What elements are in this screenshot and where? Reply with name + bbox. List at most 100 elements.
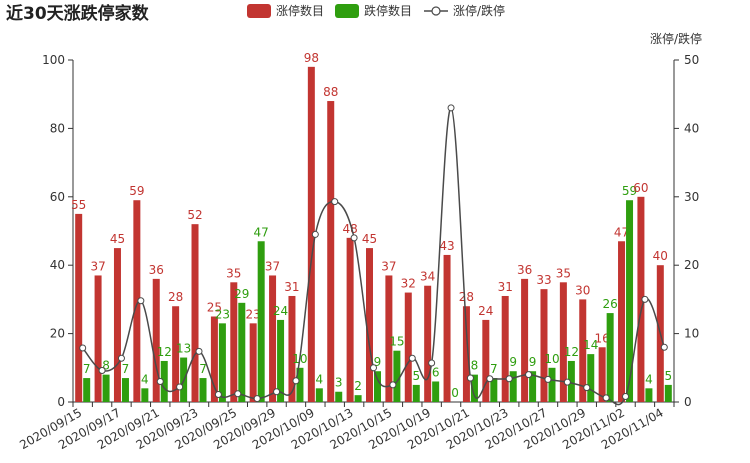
limit-up-bar xyxy=(152,278,160,402)
limit-up-value-label: 36 xyxy=(517,263,532,277)
legend-swatch-marker xyxy=(431,6,441,16)
limit-down-value-label: 7 xyxy=(199,362,207,376)
limit-up-value-label: 33 xyxy=(536,273,551,287)
limit-down-bar xyxy=(548,367,556,402)
legend-item-2: 涨停/跌停 xyxy=(424,3,505,18)
y-left-tick-label: 100 xyxy=(42,53,65,67)
limit-down-bar xyxy=(199,378,207,402)
y-left-tick-label: 20 xyxy=(50,327,65,341)
limit-up-bar xyxy=(443,254,451,402)
ratio-point xyxy=(660,343,668,351)
limit-up-bar xyxy=(210,316,218,402)
limit-down-value-label: 3 xyxy=(335,376,343,390)
limit-down-bar xyxy=(238,302,246,402)
limit-up-bar xyxy=(424,285,432,402)
ratio-point xyxy=(408,354,416,362)
limit-down-bar xyxy=(470,374,478,402)
limit-up-value-label: 59 xyxy=(129,184,144,198)
limit-up-value-label: 55 xyxy=(71,198,86,212)
ratio-point xyxy=(486,375,494,383)
limit-up-bar xyxy=(346,237,354,402)
limit-up-value-label: 40 xyxy=(653,249,668,263)
y-right-axis-label: 涨停/跌停 xyxy=(650,31,702,46)
limit-up-bar xyxy=(559,282,567,402)
limit-up-bar xyxy=(269,275,277,402)
ratio-point xyxy=(214,390,222,398)
ratio-point xyxy=(583,384,591,392)
limit-down-bar xyxy=(277,319,285,402)
limit-up-bar xyxy=(521,278,529,402)
limit-down-bar xyxy=(160,360,168,402)
limit-up-bar xyxy=(385,275,393,402)
limit-up-value-label: 43 xyxy=(439,239,454,253)
limit-up-value-label: 31 xyxy=(284,280,299,294)
limit-up-value-label: 35 xyxy=(556,266,571,280)
limit-down-bar xyxy=(626,200,634,402)
legend-item-0: 涨停数目 xyxy=(247,3,324,18)
ratio-point xyxy=(370,364,377,372)
limit-up-value-label: 37 xyxy=(381,259,396,273)
limit-up-value-label: 34 xyxy=(420,270,435,284)
limit-up-bar xyxy=(75,213,83,402)
limit-down-bar xyxy=(121,378,129,402)
limit-down-bar xyxy=(529,371,537,402)
limit-down-value-label: 10 xyxy=(544,352,559,366)
limit-up-value-label: 88 xyxy=(323,85,338,99)
limit-down-bar xyxy=(567,360,575,402)
limit-down-value-label: 15 xyxy=(389,335,404,349)
limit-up-bar xyxy=(579,299,587,402)
limit-up-value-label: 37 xyxy=(265,259,280,273)
limit-up-bar xyxy=(404,292,412,402)
limit-down-value-label: 6 xyxy=(432,365,440,379)
ratio-point xyxy=(525,371,533,379)
ratio-point xyxy=(98,367,106,375)
limit-up-bar xyxy=(637,196,645,402)
limit-down-bar xyxy=(257,241,265,402)
limit-up-bar xyxy=(94,275,102,402)
ratio-point xyxy=(234,390,242,398)
limit-up-bar xyxy=(598,347,606,402)
limit-down-value-label: 47 xyxy=(254,225,269,239)
limit-down-value-label: 9 xyxy=(529,355,537,369)
limit-up-value-label: 31 xyxy=(498,280,513,294)
limit-down-bar xyxy=(664,384,672,402)
limit-down-bar xyxy=(412,384,420,402)
y-right-tick-label: 0 xyxy=(684,395,692,409)
limit-up-value-label: 45 xyxy=(110,232,125,246)
limit-up-value-label: 37 xyxy=(90,259,105,273)
limit-down-value-label: 4 xyxy=(316,372,324,386)
legend-label: 涨停/跌停 xyxy=(453,3,505,18)
limit-down-bar xyxy=(393,350,401,402)
limit-up-value-label: 36 xyxy=(149,263,164,277)
legend-swatch xyxy=(335,4,359,18)
limit-down-value-label: 13 xyxy=(176,342,191,356)
ratio-point xyxy=(350,234,358,242)
limit-down-value-label: 4 xyxy=(141,372,149,386)
y-right-tick-label: 20 xyxy=(684,258,699,272)
limit-down-value-label: 8 xyxy=(471,359,479,373)
limit-up-bar xyxy=(366,248,373,402)
limit-up-value-label: 52 xyxy=(187,208,202,222)
limit-up-value-label: 30 xyxy=(575,283,590,297)
y-right-tick-label: 30 xyxy=(684,190,699,204)
ratio-point xyxy=(253,395,261,403)
limit-down-value-label: 26 xyxy=(603,297,618,311)
ratio-point xyxy=(79,344,87,352)
limit-up-value-label: 28 xyxy=(459,290,474,304)
ratio-point xyxy=(117,354,125,362)
legend-swatch xyxy=(247,4,271,18)
limit-down-value-label: 9 xyxy=(374,355,382,369)
limit-down-value-label: 7 xyxy=(83,362,91,376)
limit-down-value-label: 7 xyxy=(490,362,498,376)
limit-down-bar xyxy=(606,313,614,402)
y-right-tick-label: 10 xyxy=(684,327,699,341)
limit-down-bar xyxy=(335,391,343,402)
limit-up-bar xyxy=(462,306,470,402)
limit-up-bar xyxy=(307,66,315,402)
ratio-point xyxy=(156,377,164,385)
limit-up-bar xyxy=(191,224,199,402)
ratio-point xyxy=(602,394,610,402)
limit-up-value-label: 16 xyxy=(595,331,610,345)
ratio-point xyxy=(331,198,339,206)
